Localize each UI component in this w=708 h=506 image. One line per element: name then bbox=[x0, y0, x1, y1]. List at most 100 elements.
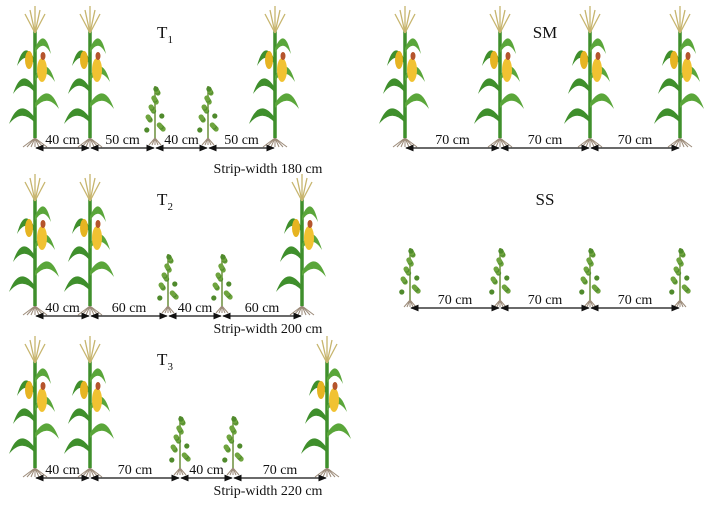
leaflet bbox=[670, 276, 676, 282]
leaf bbox=[13, 78, 35, 94]
leaflet bbox=[181, 452, 187, 458]
cob-silk bbox=[505, 52, 511, 60]
leaflet bbox=[198, 114, 204, 120]
tassel bbox=[84, 339, 91, 364]
soybean-plant bbox=[669, 248, 691, 308]
soybean-plant bbox=[157, 254, 179, 314]
root bbox=[274, 137, 288, 148]
soybean-plant bbox=[197, 86, 219, 146]
maize-plant bbox=[249, 6, 299, 148]
leaf bbox=[35, 93, 59, 109]
leaf bbox=[327, 368, 343, 384]
root bbox=[26, 305, 36, 316]
cob bbox=[329, 388, 339, 412]
leaflet bbox=[156, 122, 162, 128]
tassel bbox=[89, 343, 101, 364]
leaf bbox=[90, 206, 106, 222]
tassel bbox=[499, 9, 506, 34]
leaf bbox=[590, 93, 614, 109]
leaflet bbox=[496, 257, 502, 263]
tassel bbox=[674, 9, 681, 34]
tassel bbox=[84, 9, 91, 34]
root bbox=[232, 467, 240, 476]
tassel bbox=[34, 13, 46, 34]
leaf bbox=[13, 408, 35, 424]
root bbox=[301, 305, 315, 316]
spacing-label: 40 cm bbox=[164, 133, 199, 148]
spacing-label: 60 cm bbox=[112, 301, 147, 316]
root bbox=[26, 137, 36, 148]
soybean-plant bbox=[169, 416, 191, 476]
leaf bbox=[249, 108, 275, 124]
leaflet bbox=[222, 457, 228, 463]
leaflet bbox=[588, 248, 594, 254]
panel-label: T bbox=[157, 350, 168, 369]
leaflet bbox=[403, 266, 409, 272]
leaf bbox=[305, 408, 327, 424]
cob bbox=[80, 51, 88, 69]
tassel bbox=[24, 343, 36, 364]
maize-plant bbox=[9, 174, 59, 316]
leaflet bbox=[151, 95, 157, 101]
leaflet bbox=[414, 275, 420, 281]
tassel bbox=[291, 181, 303, 202]
root bbox=[679, 299, 687, 308]
panel-label: SS bbox=[536, 190, 555, 209]
tassel bbox=[589, 9, 596, 34]
leaf bbox=[68, 78, 90, 94]
root bbox=[30, 137, 36, 148]
leaflet bbox=[681, 284, 687, 290]
tassel bbox=[321, 339, 328, 364]
leaflet bbox=[212, 113, 218, 119]
strip-width-label: Strip-width 220 cm bbox=[214, 484, 323, 499]
spacing-label: 70 cm bbox=[618, 133, 653, 148]
panel-label: T bbox=[157, 23, 168, 42]
cob bbox=[80, 219, 88, 237]
leaf bbox=[658, 78, 680, 94]
leaf bbox=[500, 93, 524, 109]
tassel bbox=[326, 339, 333, 364]
root bbox=[30, 467, 36, 478]
leaf bbox=[90, 423, 114, 439]
leaflet bbox=[148, 104, 154, 110]
leaflet bbox=[673, 266, 679, 272]
cob-silk bbox=[280, 52, 286, 60]
tassel bbox=[494, 9, 501, 34]
tassel bbox=[269, 9, 276, 34]
leaf bbox=[13, 246, 35, 262]
strip-width-label: Strip-width 180 cm bbox=[214, 162, 323, 177]
maize-plant bbox=[64, 6, 114, 148]
maize-plant bbox=[276, 174, 326, 316]
leaf bbox=[500, 38, 516, 54]
cob bbox=[25, 381, 33, 399]
tassel bbox=[29, 9, 36, 34]
tassel bbox=[274, 13, 286, 34]
cob-silk bbox=[95, 52, 101, 60]
leaf bbox=[275, 38, 291, 54]
leaflet bbox=[676, 257, 682, 263]
leaflet bbox=[501, 284, 507, 290]
leaf bbox=[383, 78, 405, 94]
leaflet bbox=[493, 266, 499, 272]
cob bbox=[37, 226, 47, 250]
leaflet bbox=[504, 275, 510, 281]
spacing-label: 70 cm bbox=[528, 293, 563, 308]
leaf bbox=[9, 438, 35, 454]
leaflet bbox=[159, 113, 165, 119]
leaflet bbox=[678, 248, 684, 254]
panel-subscript: 3 bbox=[167, 361, 173, 373]
panel-title: T3 bbox=[157, 350, 173, 373]
leaf bbox=[590, 38, 606, 54]
cob-silk bbox=[40, 220, 46, 228]
leaflet bbox=[206, 86, 212, 92]
leaflet bbox=[169, 290, 175, 296]
maize-plant bbox=[379, 6, 429, 148]
leaf bbox=[90, 368, 106, 384]
leaflet bbox=[498, 248, 504, 254]
tassel bbox=[669, 13, 681, 34]
tassel bbox=[399, 9, 406, 34]
panel-subscript: 2 bbox=[167, 201, 173, 213]
leaflet bbox=[489, 289, 495, 295]
tassel bbox=[89, 13, 101, 34]
spacing-label: 50 cm bbox=[105, 133, 140, 148]
